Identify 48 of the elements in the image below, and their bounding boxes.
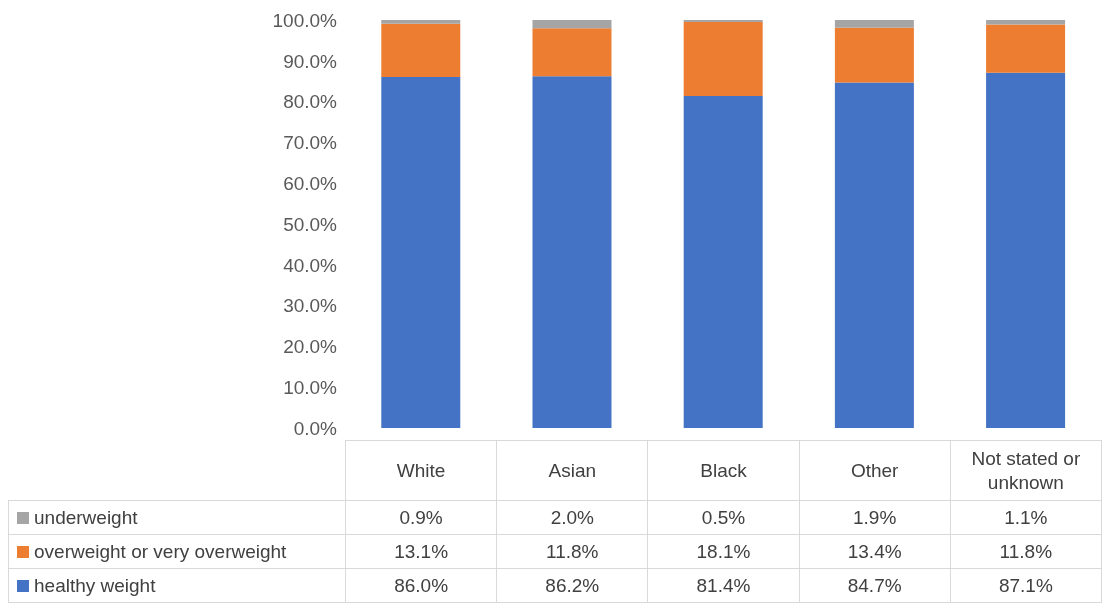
legend-label: underweight: [8, 500, 346, 535]
data-label: 1.9%: [799, 500, 951, 535]
y-tick-label: 0.0%: [293, 417, 338, 439]
x-tick-label: Not stated or unknown: [950, 440, 1102, 501]
data-label: 87.1%: [950, 568, 1102, 603]
x-tick-label: White: [345, 440, 497, 501]
bar: [532, 76, 612, 428]
bar: [986, 24, 1066, 73]
y-tick-label: 80.0%: [283, 91, 338, 113]
bar: [683, 22, 763, 96]
bar: [532, 28, 612, 77]
data-label: 0.5%: [647, 500, 800, 535]
x-tick-label: Asian: [496, 440, 648, 501]
y-tick-label: 70.0%: [283, 132, 338, 154]
data-label: 86.0%: [345, 568, 497, 603]
data-label: 81.4%: [647, 568, 800, 603]
bar: [532, 20, 612, 29]
y-tick-label: 60.0%: [283, 172, 338, 194]
data-label: 86.2%: [496, 568, 648, 603]
x-tick-label: Black: [647, 440, 800, 501]
legend-label: overweight or very overweight: [8, 534, 346, 569]
data-label: 2.0%: [496, 500, 648, 535]
data-label: 11.8%: [496, 534, 648, 569]
data-label: 84.7%: [799, 568, 951, 603]
bar: [683, 20, 763, 23]
bar: [834, 20, 914, 28]
data-label: 18.1%: [647, 534, 800, 569]
bar: [834, 27, 914, 83]
data-label: 13.1%: [345, 534, 497, 569]
bar: [381, 20, 461, 24]
bar: [683, 95, 763, 428]
y-tick-label: 90.0%: [283, 50, 338, 72]
bar: [381, 23, 461, 78]
y-tick-label: 20.0%: [283, 336, 338, 358]
y-tick-label: 100.0%: [272, 9, 338, 31]
legend-label: healthy weight: [8, 568, 346, 603]
data-label: 1.1%: [950, 500, 1102, 535]
y-tick-label: 50.0%: [283, 213, 338, 235]
y-tick-label: 40.0%: [283, 254, 338, 276]
data-label: 13.4%: [799, 534, 951, 569]
y-tick-label: 10.0%: [283, 376, 338, 398]
data-label: 0.9%: [345, 500, 497, 535]
y-tick-label: 30.0%: [283, 295, 338, 317]
bar: [986, 72, 1066, 428]
data-label: 11.8%: [950, 534, 1102, 569]
x-tick-label: Other: [799, 440, 951, 501]
bar: [834, 82, 914, 428]
bar: [381, 77, 461, 428]
